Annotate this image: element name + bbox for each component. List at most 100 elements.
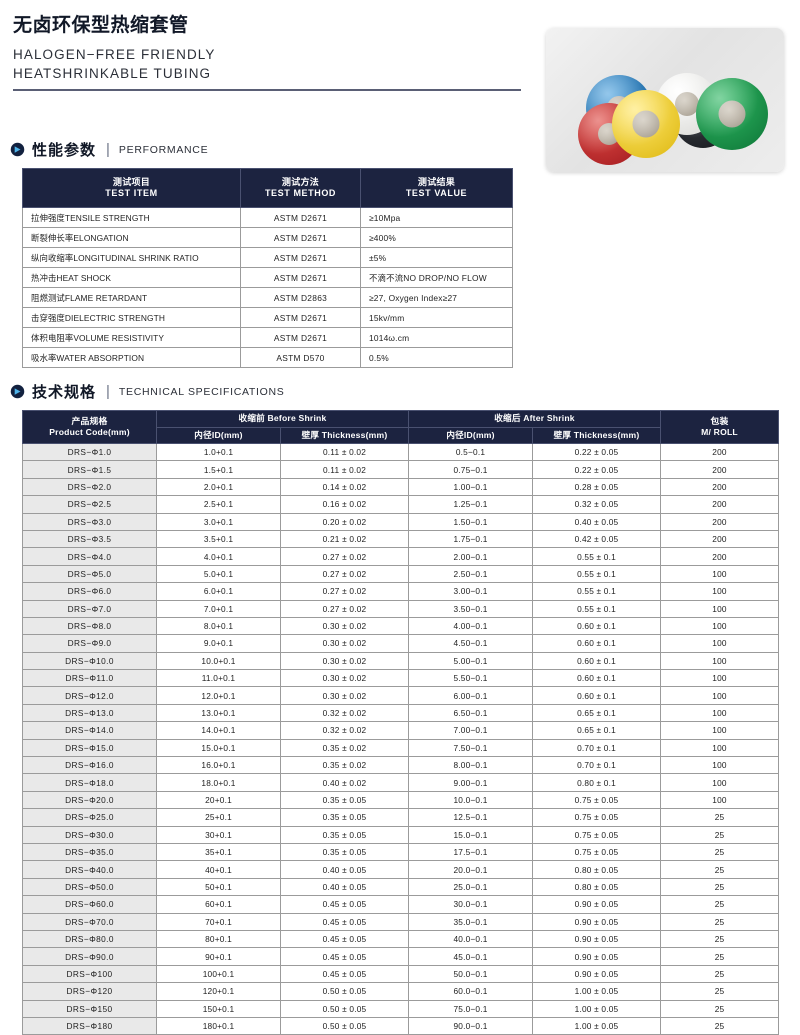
cell-code: DRS−Φ6.0: [22, 582, 157, 601]
col-header-test-item-en: TEST ITEM: [105, 188, 158, 198]
table-row: 吸水率WATER ABSORPTION ASTM D570 0.5%: [22, 347, 513, 368]
col-header-packing-cn: 包装: [710, 415, 729, 426]
cell-code: DRS−Φ70.0: [22, 912, 157, 931]
cell-id-after: 8.00−0.1: [408, 756, 534, 775]
section-header-specifications: 技术规格 | TECHNICAL SPECIFICATIONS: [10, 381, 285, 402]
cell-id-after: 12.5−0.1: [408, 808, 534, 827]
cell-code: DRS−Φ11.0: [22, 669, 157, 688]
cell-thickness-after: 0.65 ± 0.1: [532, 703, 662, 723]
cell-id-after: 1.75−0.1: [408, 529, 534, 549]
table-row: DRS−Φ2.0 2.0+0.1 0.14 ± 0.02 1.00−0.1 0.28 ±…: [22, 477, 780, 497]
cell-item: 体积电阻率VOLUME RESISTIVITY: [22, 327, 241, 348]
cell-thickness-before: 0.45 ± 0.05: [279, 947, 410, 966]
cell-thickness-before: 0.20 ± 0.02: [279, 512, 410, 531]
cell-code: DRS−Φ80.0: [22, 929, 157, 949]
cell-thickness-before: 0.40 ± 0.02: [279, 773, 410, 792]
cell-code: DRS−Φ9.0: [22, 634, 157, 653]
performance-table-body: 拉伸强度TENSILE STRENGTH ASTM D2671 ≥10Mpa 断裂伸长…: [22, 207, 513, 368]
cell-method: ASTM D2863: [240, 287, 361, 308]
cell-method: ASTM D2671: [240, 327, 361, 348]
cell-id-before: 120+0.1: [156, 982, 281, 1001]
cell-id-before: 50+0.1: [156, 877, 281, 897]
cell-packing: 25: [660, 982, 780, 1001]
cell-item: 拉伸强度TENSILE STRENGTH: [22, 207, 241, 228]
cell-id-after: 0.5−0.1: [408, 442, 534, 462]
cell-thickness-before: 0.32 ± 0.02: [279, 721, 410, 740]
cell-id-before: 1.5+0.1: [156, 460, 281, 479]
cell-thickness-before: 0.11 ± 0.02: [279, 460, 410, 479]
cell-id-before: 80+0.1: [156, 929, 281, 949]
table-row: DRS−Φ1.5 1.5+0.1 0.11 ± 0.02 0.75−0.1 0.22 ±…: [22, 460, 780, 479]
cell-id-before: 12.0+0.1: [156, 686, 281, 705]
cell-thickness-after: 0.55 ± 0.1: [532, 547, 662, 566]
cell-id-after: 45.0−0.1: [408, 947, 534, 966]
product-photo: [546, 28, 784, 172]
cell-code: DRS−Φ120: [22, 982, 157, 1001]
cell-id-before: 150+0.1: [156, 999, 281, 1018]
cell-packing: 25: [660, 860, 780, 879]
cell-id-after: 1.25−0.1: [408, 495, 534, 514]
table-row: DRS−Φ30.0 30+0.1 0.35 ± 0.05 15.0−0.1 0.75 ±…: [22, 825, 780, 844]
cell-packing: 100: [660, 721, 780, 740]
table-row: DRS−Φ16.0 16.0+0.1 0.35 ± 0.02 8.00−0.1 0.70…: [22, 756, 780, 775]
col-header-packing: 包装 M/ ROLL: [660, 410, 780, 444]
cell-value: ≥10Mpa: [360, 207, 513, 228]
cell-thickness-after: 0.60 ± 0.1: [532, 651, 662, 671]
cell-thickness-before: 0.30 ± 0.02: [279, 634, 410, 653]
cell-id-after: 40.0−0.1: [408, 929, 534, 949]
cell-code: DRS−Φ35.0: [22, 842, 157, 862]
cell-id-before: 1.0+0.1: [156, 442, 281, 462]
cell-packing: 100: [660, 773, 780, 792]
cell-id-after: 5.50−0.1: [408, 669, 534, 688]
table-row: DRS−Φ15.0 15.0+0.1 0.35 ± 0.02 7.50−0.1 0.70…: [22, 738, 780, 758]
cell-thickness-after: 0.75 ± 0.05: [532, 825, 662, 844]
cell-id-before: 20+0.1: [156, 790, 281, 810]
cell-packing: 25: [660, 895, 780, 914]
cell-thickness-after: 0.70 ± 0.1: [532, 738, 662, 758]
cell-id-before: 70+0.1: [156, 912, 281, 931]
col-header-test-value-en: TEST VALUE: [405, 188, 468, 198]
cell-thickness-before: 0.40 ± 0.05: [279, 860, 410, 879]
cell-thickness-after: 0.42 ± 0.05: [532, 529, 662, 549]
cell-packing: 100: [660, 703, 780, 723]
table-row: 体积电阻率VOLUME RESISTIVITY ASTM D2671 1014ω.c…: [22, 327, 513, 348]
cell-id-before: 14.0+0.1: [156, 721, 281, 740]
col-header-test-method: 测试方法 TEST METHOD: [240, 168, 361, 208]
cell-code: DRS−Φ8.0: [22, 616, 157, 636]
col-header-id-before: 内径ID(mm): [156, 427, 281, 444]
cell-id-after: 6.00−0.1: [408, 686, 534, 705]
table-row: DRS−Φ10.0 10.0+0.1 0.30 ± 0.02 5.00−0.1 0.60…: [22, 651, 780, 671]
table-row: DRS−Φ1.0 1.0+0.1 0.11 ± 0.02 0.5−0.1 0.22 ± …: [22, 442, 780, 462]
table-row: DRS−Φ90.0 90+0.1 0.45 ± 0.05 45.0−0.1 0.90 ±…: [22, 947, 780, 966]
section-title-divider: |: [106, 141, 110, 158]
cell-id-before: 40+0.1: [156, 860, 281, 879]
cell-packing: 100: [660, 582, 780, 601]
section-header-performance: 性能参数 | PERFORMANCE: [10, 139, 208, 160]
cell-id-before: 5.0+0.1: [156, 564, 281, 584]
col-header-id-after: 内径ID(mm): [408, 427, 534, 444]
cell-thickness-after: 0.70 ± 0.1: [532, 756, 662, 775]
cell-id-before: 8.0+0.1: [156, 616, 281, 636]
cell-thickness-before: 0.27 ± 0.02: [279, 582, 410, 601]
cell-item: 热冲击HEAT SHOCK: [22, 267, 241, 288]
cell-code: DRS−Φ180: [22, 1016, 157, 1035]
cell-code: DRS−Φ15.0: [22, 738, 157, 758]
cell-id-after: 20.0−0.1: [408, 860, 534, 879]
cell-code: DRS−Φ5.0: [22, 564, 157, 584]
cell-value: 0.5%: [360, 347, 513, 368]
cell-id-after: 1.00−0.1: [408, 477, 534, 497]
cell-thickness-before: 0.45 ± 0.05: [279, 895, 410, 914]
cell-thickness-after: 0.80 ± 0.1: [532, 773, 662, 792]
cell-item: 纵向收缩率LONGITUDINAL SHRINK RATIO: [22, 247, 241, 268]
cell-code: DRS−Φ50.0: [22, 877, 157, 897]
cell-thickness-before: 0.27 ± 0.02: [279, 564, 410, 584]
table-row: DRS−Φ50.0 50+0.1 0.40 ± 0.05 25.0−0.1 0.80 ±…: [22, 877, 780, 897]
arrow-circle-icon: [10, 142, 25, 157]
arrow-circle-icon: [10, 384, 25, 399]
section-title-en: PERFORMANCE: [118, 143, 209, 156]
cell-packing: 100: [660, 756, 780, 775]
cell-packing: 200: [660, 477, 780, 497]
cell-value: ±5%: [360, 247, 513, 268]
cell-id-before: 100+0.1: [156, 964, 281, 984]
cell-thickness-after: 0.90 ± 0.05: [532, 929, 662, 949]
